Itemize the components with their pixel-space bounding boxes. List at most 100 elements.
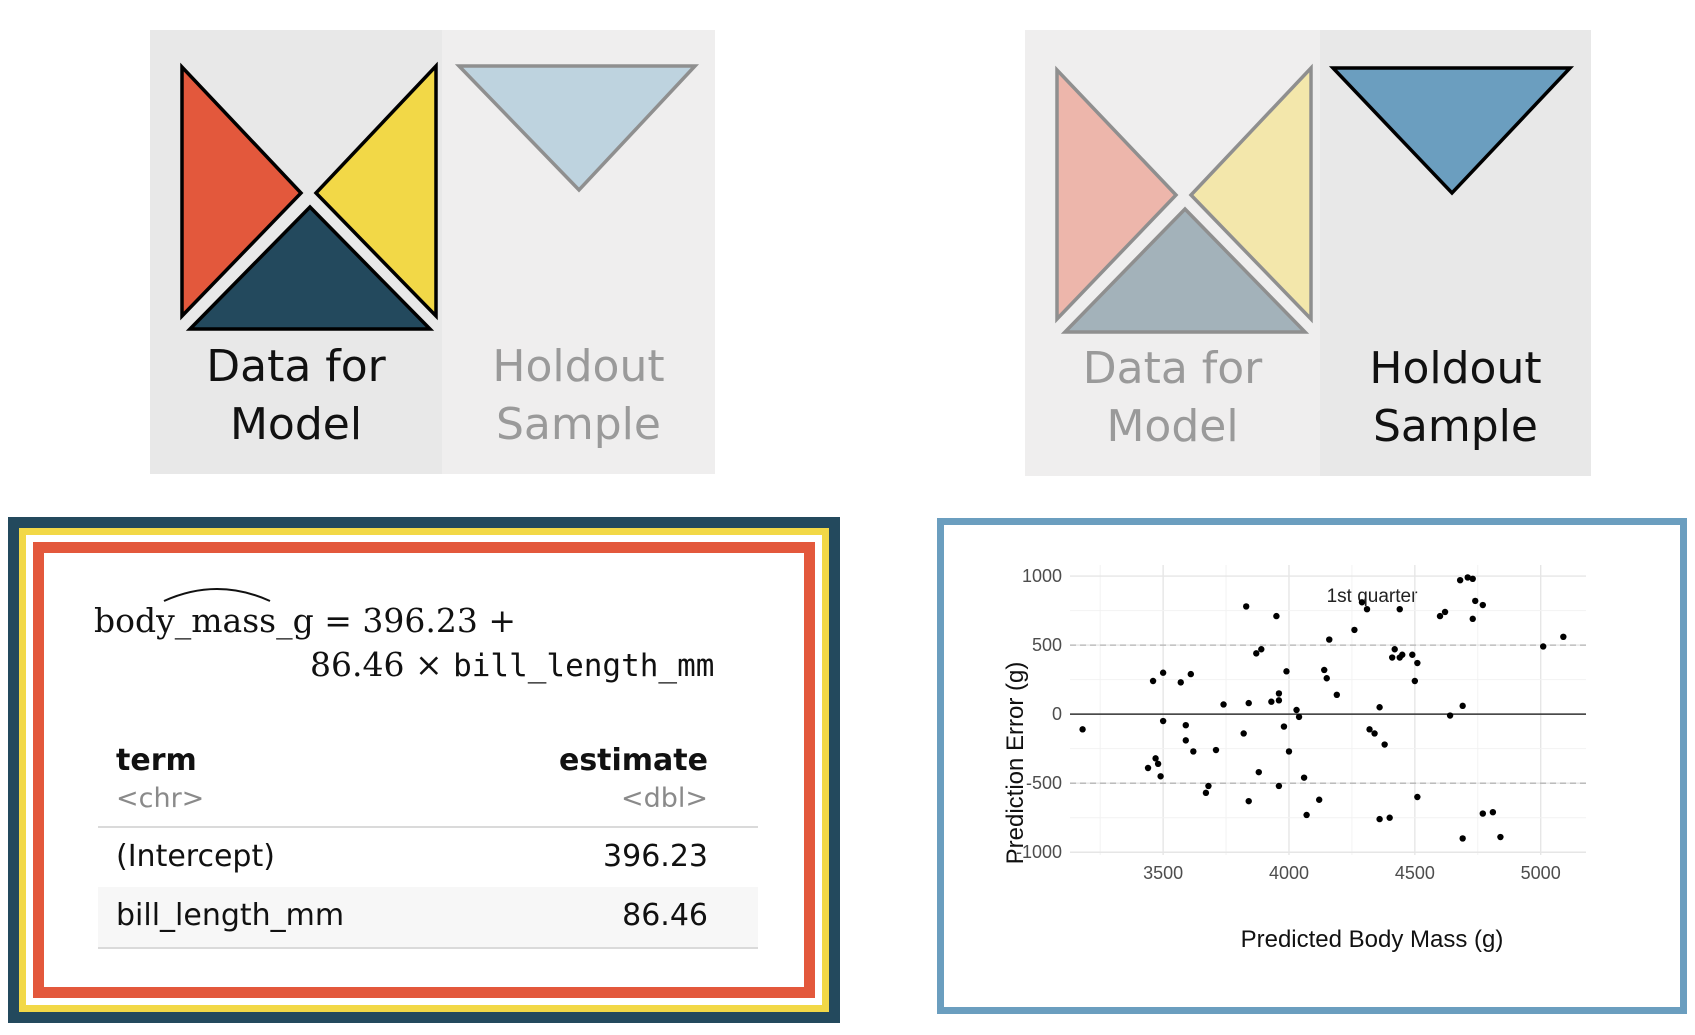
x-tick-labels: 3500 4000 4500 5000 <box>1143 863 1561 883</box>
data-point <box>1245 699 1252 707</box>
table-header-estimate: estimate <box>558 743 708 778</box>
data-point <box>1371 730 1378 737</box>
right-model-label-line1: Data for <box>1082 343 1263 394</box>
data-point <box>1472 597 1479 605</box>
model-output-content: body_mass_g = 396.23 + 86.46 × bill_leng… <box>44 553 804 987</box>
grid-lines <box>1070 565 1586 855</box>
yellow-triangle-icon <box>313 61 438 321</box>
table-cell-estimate: 396.23 <box>603 839 708 874</box>
right-model-label: Data for Model <box>1025 340 1320 456</box>
data-point <box>1388 654 1396 661</box>
x-tick-label: 5000 <box>1521 863 1561 883</box>
faded-navy-triangle-icon <box>1060 206 1310 334</box>
data-point <box>1285 748 1293 755</box>
right-holdout-label-line1: Holdout <box>1369 343 1542 394</box>
faded-yellow-triangle-icon <box>1188 63 1313 324</box>
data-point <box>1323 675 1330 682</box>
data-point <box>1469 575 1476 583</box>
left-model-label-line1: Data for <box>206 341 386 392</box>
left-holdout-label: Holdout Sample <box>442 338 715 454</box>
data-point <box>1396 605 1403 613</box>
left-holdout-label-line2: Sample <box>496 399 661 450</box>
data-point <box>1326 636 1333 643</box>
data-point <box>1079 726 1086 733</box>
data-point <box>1275 782 1283 790</box>
data-point <box>1399 651 1406 658</box>
data-point <box>1280 723 1288 730</box>
table-type-estimate: <dbl> <box>620 783 708 814</box>
y-tick-label: -1000 <box>1016 842 1062 862</box>
data-point <box>1300 774 1308 781</box>
x-axis-label: Predicted Body Mass (g) <box>1241 926 1504 953</box>
data-point <box>1190 748 1197 755</box>
data-point <box>1363 605 1371 613</box>
data-point <box>1479 601 1486 609</box>
table-cell-term: (Intercept) <box>116 839 275 874</box>
right-holdout-label: Holdout Sample <box>1320 340 1591 456</box>
data-point <box>1333 691 1341 699</box>
table-row: (Intercept) 396.23 <box>98 829 758 887</box>
equation-coef: 86.46 × <box>310 645 454 684</box>
table-header-term: term <box>116 743 197 778</box>
data-point <box>1414 659 1421 667</box>
right-holdout-label-line2: Sample <box>1373 401 1538 452</box>
data-point <box>1242 603 1250 610</box>
right-model-label-line2: Model <box>1106 401 1239 452</box>
right-triangles <box>1055 63 1575 334</box>
navy-triangle-icon <box>185 204 435 331</box>
faded-red-triangle-icon <box>1055 65 1179 324</box>
data-point <box>1144 764 1152 772</box>
data-point <box>1258 646 1265 653</box>
equation-var: bill_length_mm <box>453 648 715 684</box>
residual-plot-frame: 1st quarter 3500 4000 4500 5000 1000 500 0 -50… <box>937 518 1687 1014</box>
data-point <box>1479 810 1486 817</box>
left-holdout-label-line1: Holdout <box>492 341 665 392</box>
left-model-label-line2: Model <box>229 399 363 450</box>
data-point <box>1381 741 1388 748</box>
data-point <box>1464 574 1471 581</box>
data-point <box>1202 789 1210 797</box>
left-model-label: Data for Model <box>150 338 442 454</box>
data-point <box>1366 726 1373 733</box>
data-point <box>1182 721 1189 729</box>
data-point <box>1205 782 1212 790</box>
equation-lhs-wrap: body_mass_g <box>94 588 314 640</box>
data-point <box>1303 811 1310 819</box>
data-point <box>1459 835 1466 842</box>
table-cell-term: bill_length_mm <box>116 898 345 933</box>
data-point <box>1351 626 1358 634</box>
data-point <box>1386 814 1393 821</box>
blue-triangle-icon <box>1328 66 1575 196</box>
data-point <box>1446 712 1454 719</box>
data-point <box>1152 755 1159 762</box>
data-point <box>1456 576 1464 584</box>
reference-lines <box>1070 644 1586 784</box>
data-point <box>1497 833 1504 841</box>
data-point <box>1293 706 1300 714</box>
data-point <box>1459 702 1466 710</box>
equation-line-2: 86.46 × bill_length_mm <box>310 645 714 684</box>
equation-lhs: body_mass_g <box>94 601 314 640</box>
data-point <box>1240 730 1247 737</box>
data-point <box>1275 697 1283 704</box>
data-point <box>1283 668 1290 675</box>
data-point <box>1321 666 1328 674</box>
hat-accent-icon <box>163 588 271 602</box>
data-point <box>1414 793 1421 801</box>
data-point <box>1469 615 1476 623</box>
data-point <box>1376 815 1383 823</box>
data-point <box>1245 797 1252 805</box>
data-point <box>1376 704 1383 711</box>
data-point <box>1253 650 1260 657</box>
data-point <box>1273 612 1280 620</box>
data-points <box>1079 574 1567 842</box>
x-tick-label: 4500 <box>1395 863 1435 883</box>
x-tick-label: 4000 <box>1269 863 1309 883</box>
data-point <box>1149 677 1157 685</box>
data-point <box>1391 646 1398 653</box>
data-point <box>1441 608 1449 616</box>
red-triangle-icon <box>180 62 304 321</box>
equation-line-1: body_mass_g = 396.23 + <box>94 588 516 640</box>
table-divider-top <box>98 826 758 828</box>
table-cell-estimate: 86.46 <box>622 898 708 933</box>
